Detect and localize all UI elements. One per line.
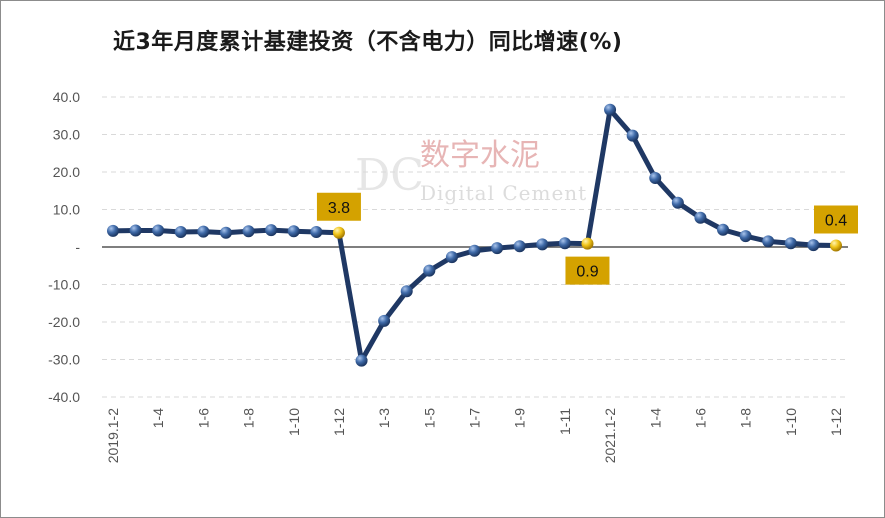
chart-title: 近3年月度累计基建投资（不含电力）同比增速(%) [113, 30, 623, 55]
data-point [739, 230, 752, 243]
data-point [219, 226, 232, 239]
data-point [784, 237, 797, 250]
y-tick-label: 30.0 [53, 127, 80, 143]
data-label-box [565, 256, 610, 285]
data-point [355, 354, 368, 367]
y-tick-label: -40.0 [48, 389, 80, 405]
data-point [107, 224, 119, 237]
data-point [558, 237, 571, 250]
watermark-logo: DC [355, 150, 424, 201]
data-point [649, 172, 662, 184]
x-tick-label: 1-6 [692, 408, 708, 428]
data-point [129, 224, 142, 237]
x-tick-label: 1-7 [467, 408, 483, 428]
x-tick-label: 1-8 [738, 408, 754, 428]
data-point [626, 129, 639, 142]
y-tick-label: -30.0 [48, 352, 80, 368]
x-tick-label: 1-4 [150, 408, 166, 428]
data-point [762, 235, 775, 248]
x-tick-label: 1-9 [512, 408, 528, 428]
x-tick-label: 1-4 [647, 408, 663, 428]
x-tick-label: 1-6 [195, 408, 211, 428]
data-point [671, 196, 684, 209]
y-tick-label: 10.0 [53, 202, 80, 218]
highlight-point [332, 226, 345, 239]
data-point [152, 224, 165, 237]
x-tick-label: 2019.1-2 [105, 408, 121, 463]
data-point [174, 226, 187, 238]
x-tick-label: 1-10 [286, 408, 302, 436]
x-tick-label: 1-8 [241, 408, 257, 428]
data-label-box [316, 192, 361, 221]
data-point [242, 225, 255, 238]
data-point [287, 225, 300, 238]
data-label: 0.4 [825, 213, 847, 230]
data-point [807, 239, 820, 252]
x-tick-label: 1-10 [783, 408, 799, 436]
data-point [536, 238, 549, 251]
data-point [513, 240, 526, 253]
y-tick-label: 20.0 [53, 164, 80, 180]
data-point [378, 314, 391, 327]
x-tick-label: 1-12 [331, 408, 347, 436]
data-point [468, 244, 481, 257]
y-tick-label: -20.0 [48, 314, 80, 330]
watermark-cn: 数字水泥 [420, 138, 540, 173]
x-tick-label: 2021.1-2 [602, 408, 618, 463]
data-point [604, 103, 617, 116]
x-tick-label: 1-3 [376, 408, 392, 428]
data-label: 3.8 [328, 200, 350, 217]
highlight-point [830, 239, 842, 252]
data-point [197, 225, 210, 238]
data-point [423, 264, 436, 277]
data-point [694, 211, 707, 224]
x-tick-label: 1-12 [828, 408, 844, 436]
data-label: 0.9 [576, 264, 598, 281]
watermark-en: Digital Cement [420, 181, 587, 205]
y-tick-label: -10.0 [48, 277, 80, 293]
data-label-box [814, 205, 858, 234]
data-point [265, 224, 278, 237]
data-point [717, 223, 730, 236]
y-tick-label: 40.0 [53, 89, 80, 105]
data-point [445, 251, 458, 264]
data-point [310, 226, 323, 238]
x-tick-label: 1-5 [421, 408, 437, 428]
highlight-point [581, 237, 594, 250]
x-tick-label: 1-11 [557, 408, 573, 435]
y-tick-label: - [75, 239, 80, 255]
data-point [400, 285, 413, 298]
data-point [491, 242, 504, 255]
